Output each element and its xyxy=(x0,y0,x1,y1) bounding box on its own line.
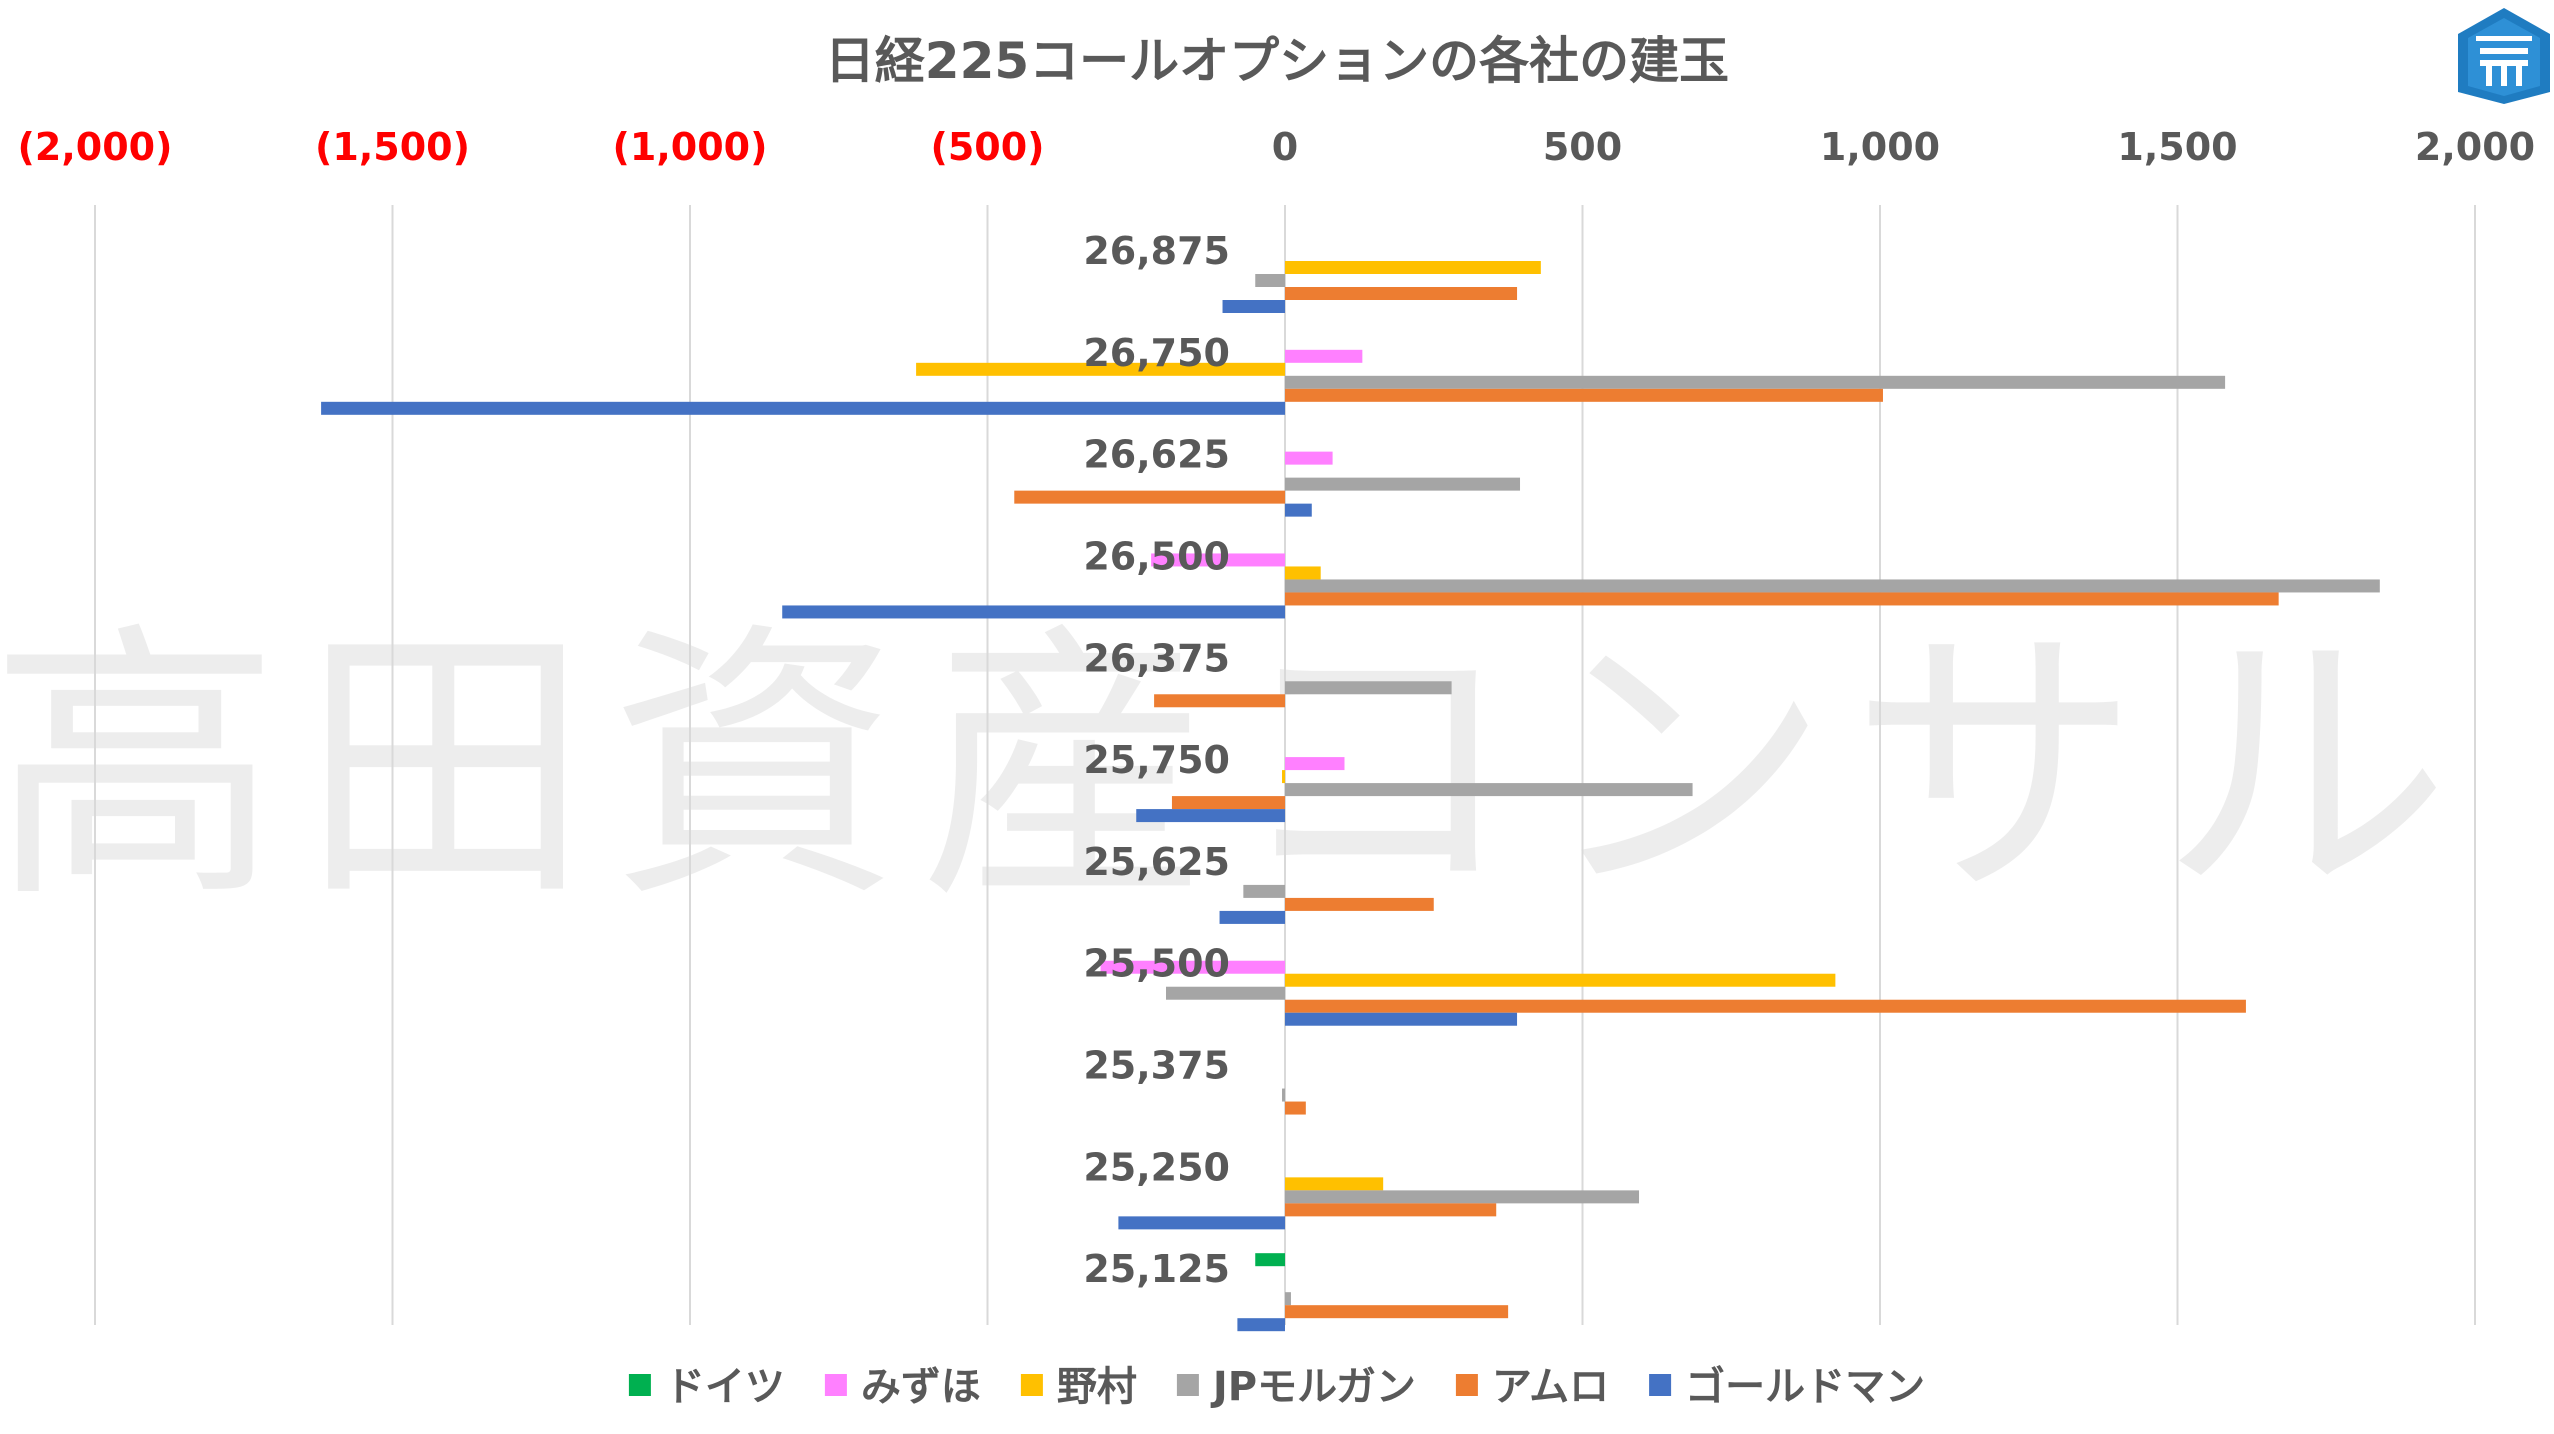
legend: ドイツ みずほ 野村 JPモルガン アムロ ゴールドマン xyxy=(628,1364,1925,1410)
legend-item: JPモルガン xyxy=(1176,1364,1416,1410)
bar-みずほ-26,750 xyxy=(1285,349,1363,363)
bar-JPモルガン-25,375 xyxy=(1282,1088,1285,1102)
takata-logo-icon xyxy=(2458,8,2550,104)
category-label: 25,125 xyxy=(1083,1247,1230,1291)
bar-ゴールドマン-26,500 xyxy=(782,605,1285,619)
bar-みずほ-25,750 xyxy=(1285,757,1345,771)
legend-item: ドイツ xyxy=(628,1364,785,1410)
bar-ゴールドマン-26,875 xyxy=(1222,300,1285,313)
bar-ゴールドマン-26,625 xyxy=(1285,503,1312,517)
category-labels: 26,875 26,750 26,625 26,500 26,375 25,750 25,6… xyxy=(1083,229,1230,1291)
category-label: 26,500 xyxy=(1083,534,1230,578)
x-tick-label: 1,000 xyxy=(1820,125,1940,169)
bar-みずほ-26,625 xyxy=(1285,451,1333,465)
category-label: 25,250 xyxy=(1083,1145,1230,1189)
x-tick-label: (1,500) xyxy=(315,125,470,169)
bar-アムロ-26,875 xyxy=(1285,287,1518,300)
watermark: 高田資産コンサル xyxy=(0,600,2470,937)
legend-item: みずほ xyxy=(824,1364,981,1410)
bar-野村-26,875 xyxy=(1285,261,1541,274)
x-tick-label: (500) xyxy=(930,125,1044,169)
x-axis-ticks: (2,000) (1,500) (1,000) (500) 0 500 1,000 1,500… xyxy=(18,125,2536,169)
bar-ゴールドマン-25,750 xyxy=(1136,809,1285,823)
bar-アムロ-25,125 xyxy=(1285,1305,1509,1319)
legend-item: アムロ xyxy=(1455,1364,1609,1410)
bar-みずほ-26,500 xyxy=(1151,553,1285,567)
legend-label: JPモルガン xyxy=(1210,1364,1416,1410)
legend-swatch xyxy=(628,1374,651,1396)
category-label: 25,375 xyxy=(1083,1044,1230,1088)
bar-ゴールドマン-25,500 xyxy=(1285,1012,1518,1026)
bar-アムロ-25,500 xyxy=(1285,999,2246,1013)
bar-野村-26,750 xyxy=(916,362,1285,376)
bar-JPモルガン-26,750 xyxy=(1285,375,2226,389)
bar-JPモルガン-26,875 xyxy=(1255,274,1285,287)
bar-野村-26,500 xyxy=(1285,566,1321,580)
bar-ゴールドマン-25,250 xyxy=(1118,1216,1285,1230)
bar-JPモルガン-25,750 xyxy=(1285,783,1693,797)
bar-ドイツ-25,125 xyxy=(1255,1253,1285,1267)
bar-アムロ-26,375 xyxy=(1154,694,1285,708)
bar-ゴールドマン-25,125 xyxy=(1237,1318,1285,1332)
legend-item: 野村 xyxy=(1020,1364,1137,1410)
category-label: 25,750 xyxy=(1083,738,1230,782)
bar-JPモルガン-26,625 xyxy=(1285,477,1521,491)
x-tick-label: 0 xyxy=(1272,125,1298,169)
bar-アムロ-25,250 xyxy=(1285,1203,1497,1217)
bar-アムロ-26,625 xyxy=(1014,490,1285,504)
bar-JPモルガン-25,250 xyxy=(1285,1190,1640,1204)
bar-アムロ-26,750 xyxy=(1285,388,1883,402)
legend-swatch xyxy=(824,1374,847,1396)
x-tick-label: 1,500 xyxy=(2117,125,2237,169)
bar-アムロ-25,750 xyxy=(1171,796,1285,810)
legend-item: ゴールドマン xyxy=(1649,1364,1925,1410)
legend-label: 野村 xyxy=(1057,1364,1137,1410)
legend-label: アムロ xyxy=(1492,1364,1609,1410)
category-label: 26,625 xyxy=(1083,433,1230,477)
chart-title: 日経225コールオプションの各社の建玉 xyxy=(825,32,1729,90)
category-label: 25,500 xyxy=(1083,942,1230,986)
bars xyxy=(321,261,2380,1332)
bar-野村-25,250 xyxy=(1285,1177,1384,1191)
x-tick-label: 2,000 xyxy=(2415,125,2535,169)
category-label: 26,875 xyxy=(1083,229,1230,273)
bar-JPモルガン-25,500 xyxy=(1166,986,1285,1000)
bar-JPモルガン-25,125 xyxy=(1285,1292,1291,1306)
x-tick-label: (2,000) xyxy=(18,125,173,169)
legend-label: みずほ xyxy=(861,1364,981,1410)
bar-野村-25,500 xyxy=(1285,973,1836,987)
legend-label: ドイツ xyxy=(665,1364,785,1410)
legend-swatch xyxy=(1176,1374,1199,1396)
bar-ゴールドマン-26,750 xyxy=(321,401,1286,415)
bar-JPモルガン-26,500 xyxy=(1285,579,2380,593)
bar-みずほ-25,500 xyxy=(1100,960,1285,974)
legend-swatch xyxy=(1020,1374,1043,1396)
legend-swatch xyxy=(1455,1374,1478,1396)
category-label: 25,625 xyxy=(1083,840,1230,884)
legend-swatch xyxy=(1649,1374,1672,1396)
category-label: 26,375 xyxy=(1083,636,1230,680)
bar-JPモルガン-26,375 xyxy=(1285,681,1452,695)
bar-ゴールドマン-25,625 xyxy=(1219,910,1285,924)
legend-label: ゴールドマン xyxy=(1685,1364,1925,1410)
bar-アムロ-25,625 xyxy=(1285,897,1434,911)
bar-アムロ-26,500 xyxy=(1285,592,2279,606)
bar-野村-25,750 xyxy=(1282,770,1285,784)
category-label: 26,750 xyxy=(1083,331,1230,375)
x-tick-label: (1,000) xyxy=(613,125,768,169)
x-tick-label: 500 xyxy=(1543,125,1622,169)
bar-JPモルガン-25,625 xyxy=(1243,884,1285,898)
bar-アムロ-25,375 xyxy=(1285,1101,1306,1115)
